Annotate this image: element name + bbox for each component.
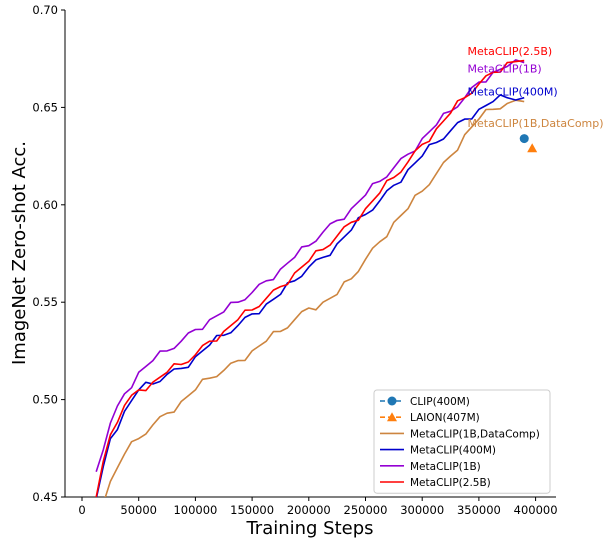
- legend-label: MetaCLIP(400M): [410, 445, 496, 457]
- series-annotation: MetaCLIP(2.5B): [468, 45, 553, 58]
- x-tick-label: 150000: [230, 503, 274, 517]
- legend-label: MetaCLIP(1B): [410, 461, 481, 473]
- clip-point: [519, 134, 529, 144]
- x-tick-label: 300000: [400, 503, 444, 517]
- series-annotation: MetaCLIP(400M): [468, 86, 558, 99]
- series-line: [95, 94, 525, 497]
- legend-marker: [387, 396, 397, 406]
- x-tick-label: 100000: [173, 503, 217, 517]
- reference-points: [519, 134, 538, 153]
- x-tick-label: 0: [78, 503, 85, 517]
- legend-marker: [387, 412, 397, 422]
- legend-label: MetaCLIP(1B,DataComp): [410, 428, 540, 440]
- legend-box: [373, 389, 551, 494]
- x-tick-label: 50000: [120, 503, 157, 517]
- x-tick-label: 200000: [287, 503, 331, 517]
- x-tick-label: 250000: [344, 503, 388, 517]
- series-line: [95, 59, 525, 472]
- x-axis-label: Training Steps: [245, 518, 373, 539]
- legend-label: CLIP(400M): [410, 396, 470, 408]
- y-tick-label: 0.65: [32, 100, 58, 114]
- y-tick-label: 0.45: [32, 490, 58, 504]
- series-line: [104, 99, 525, 497]
- series-annotation: MetaCLIP(1B): [468, 62, 542, 75]
- legend-label: LAION(407M): [410, 412, 480, 424]
- legend: CLIP(400M) LAION(407M) MetaCLIP(1B,DataCom…: [373, 389, 551, 494]
- series-line: [95, 59, 525, 497]
- annotations: MetaCLIP(2.5B) MetaCLIP(1B) MetaCLIP(400M)…: [468, 45, 603, 130]
- axes: 0 50000 100000 150000 200000 250000 300000 3500…: [32, 3, 557, 517]
- series-annotation: MetaCLIP(1B,DataComp): [468, 117, 603, 130]
- y-tick-label: 0.60: [32, 198, 58, 212]
- x-tick-label: 400000: [514, 503, 558, 517]
- y-tick-label: 0.50: [32, 393, 58, 407]
- y-tick-label: 0.55: [32, 295, 58, 309]
- y-axis-label: ImageNet Zero-shot Acc.: [9, 141, 30, 365]
- y-tick-label: 0.70: [32, 3, 58, 17]
- laion-point: [527, 143, 538, 153]
- legend-label: MetaCLIP(2.5B): [410, 477, 491, 489]
- x-tick-label: 350000: [457, 503, 501, 517]
- series-group: [95, 59, 525, 497]
